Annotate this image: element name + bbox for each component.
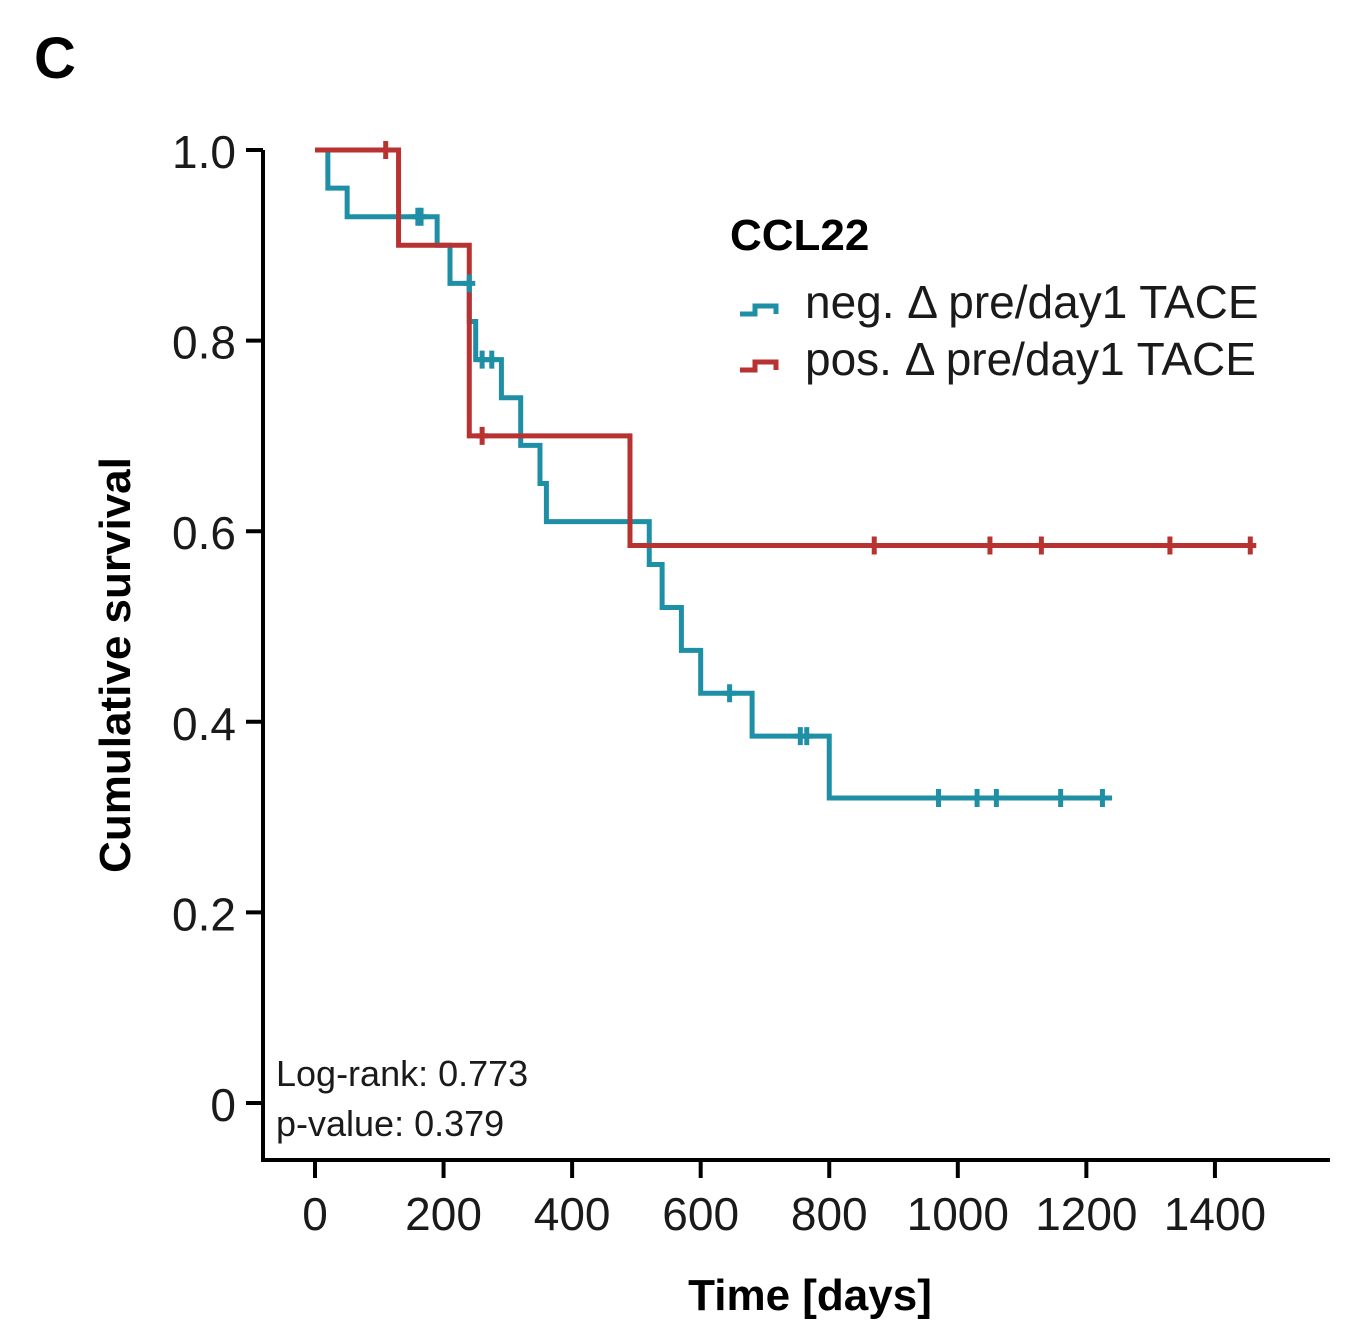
- y-axis-label: Cumulative survival: [91, 457, 140, 873]
- censor-mark: [415, 207, 428, 226]
- censor-mark: [463, 274, 476, 293]
- censor-mark: [1096, 789, 1109, 808]
- x-tick-label: 200: [405, 1188, 482, 1240]
- x-tick-label: 1200: [1035, 1188, 1137, 1240]
- censor-mark: [723, 684, 736, 703]
- censor-mark: [476, 426, 489, 445]
- x-tick-label: 600: [662, 1188, 739, 1240]
- censor-mark: [983, 536, 996, 555]
- log-rank-text: Log-rank: 0.773: [276, 1053, 528, 1094]
- censor-mark: [485, 350, 498, 369]
- y-tick-label: 0.6: [172, 507, 236, 559]
- censor-mark: [379, 141, 392, 159]
- censor-mark: [1163, 536, 1176, 555]
- series-line-0: [315, 147, 1113, 801]
- censor-marks: [379, 141, 1257, 808]
- x-tick-label: 400: [534, 1188, 611, 1240]
- legend-key-neg: [740, 303, 779, 317]
- x-tick-label: 0: [302, 1188, 328, 1240]
- x-tick-label: 800: [791, 1188, 868, 1240]
- censor-mark: [1244, 536, 1257, 555]
- series-line-1: [315, 147, 1254, 548]
- x-axis-label: Time [days]: [688, 1271, 932, 1320]
- legend-item-pos: pos. Δ pre/day1 TACE: [740, 333, 1256, 385]
- legend-item-neg: neg. Δ pre/day1 TACE: [740, 276, 1259, 328]
- panel-label: C: [34, 26, 76, 91]
- censor-mark: [932, 789, 945, 808]
- censor-mark: [1035, 536, 1048, 555]
- x-ticks: 0 200 400 600 800 1000 1200 1400: [302, 1160, 1266, 1240]
- censor-mark: [971, 789, 984, 808]
- p-value-text: p-value: 0.379: [276, 1103, 504, 1144]
- censor-mark: [1054, 789, 1067, 808]
- censor-mark: [800, 727, 813, 746]
- legend-label-neg: neg. Δ pre/day1 TACE: [805, 276, 1259, 328]
- x-tick-label: 1000: [907, 1188, 1009, 1240]
- y-tick-label: 0.8: [172, 317, 236, 369]
- x-tick-label: 1400: [1164, 1188, 1266, 1240]
- legend: CCL22 neg. Δ pre/day1 TACE pos. Δ pre/da…: [730, 211, 1259, 385]
- y-tick-label: 0: [210, 1079, 236, 1131]
- survival-curves: [315, 147, 1254, 801]
- censor-mark: [990, 789, 1003, 808]
- y-tick-label: 0.2: [172, 888, 236, 940]
- legend-label-pos: pos. Δ pre/day1 TACE: [805, 333, 1256, 385]
- censor-mark: [868, 536, 881, 555]
- y-ticks: 0 0.2 0.4 0.6 0.8 1.0: [172, 126, 263, 1131]
- legend-title: CCL22: [730, 211, 869, 260]
- legend-key-pos: [740, 359, 779, 373]
- y-tick-label: 1.0: [172, 126, 236, 178]
- y-tick-label: 0.4: [172, 698, 236, 750]
- axes: [261, 150, 1330, 1162]
